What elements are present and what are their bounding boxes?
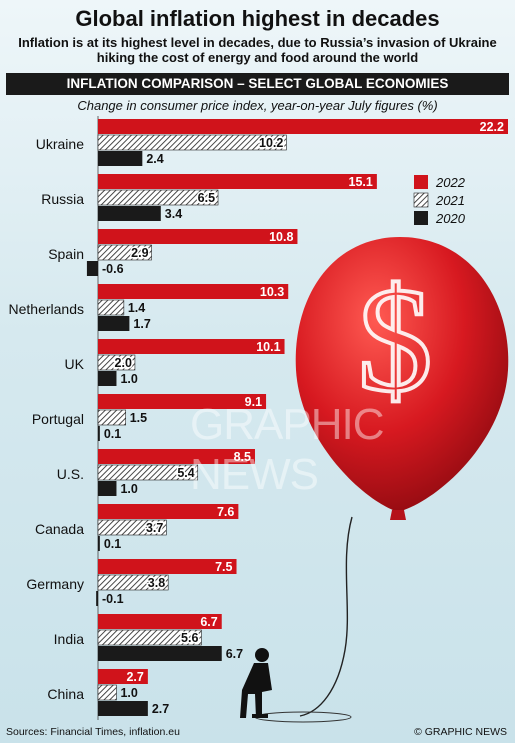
value-label: 10.1 [256,340,280,354]
value-label: 1.5 [130,411,147,425]
legend-swatch-2022 [414,175,428,189]
value-label: 1.0 [120,482,137,496]
bar-2020 [98,481,117,496]
bar-2020 [96,591,98,606]
bar-2022 [98,119,508,134]
bar-2021 [97,354,136,371]
bar-2021 [97,684,117,701]
watermark: GRAPHIC NEWS [190,400,384,499]
header: Global inflation highest in decades Infl… [0,0,515,65]
category-label: China [47,686,84,702]
value-label: 0.1 [104,537,121,551]
value-label: 0.1 [104,427,121,441]
credit-note: © GRAPHIC NEWS [414,726,507,738]
balloon-illustration: $ [240,237,509,723]
bar-2022 [98,339,285,354]
value-label: 2.7 [126,670,143,684]
sources-note: Sources: Financial Times, inflation.eu [6,726,180,738]
value-label: 22.2 [480,120,504,134]
bar-2022 [98,229,298,244]
value-label: 1.4 [128,301,145,315]
value-label: 2.7 [152,702,169,716]
bar-2021 [97,464,199,481]
legend-label: 2021 [435,193,465,208]
value-label: 8.5 [234,450,251,464]
legend-label: 2022 [435,175,466,190]
bar-2022 [98,559,237,574]
bar-2020 [98,151,143,166]
value-label: 2.4 [146,152,163,166]
bar-2021 [97,629,202,646]
bar-2021 [97,189,219,206]
value-label: 6.5 [198,191,215,205]
value-label: 10.8 [269,230,293,244]
bar-2022 [98,504,239,519]
value-label: 1.7 [133,317,150,331]
legend-swatch-2020 [414,211,428,225]
category-label: Ukraine [36,136,84,152]
value-label: 6.7 [226,647,243,661]
legend-swatch-2021 [413,192,429,208]
bar-2021 [97,299,125,316]
bar-2021 [97,519,167,536]
value-label: 6.7 [200,615,217,629]
bar-2020 [98,316,130,331]
section-title: INFLATION COMPARISON – SELECT GLOBAL ECO… [6,73,509,95]
bar-2022 [98,284,289,299]
bar-2020 [98,371,117,386]
bar-2020 [98,206,161,221]
value-label: 7.6 [217,505,234,519]
bar-2020 [98,536,100,551]
value-label: 15.1 [349,175,373,189]
category-label: India [54,631,85,647]
bar-2021 [97,244,152,261]
value-label: 1.0 [120,686,137,700]
bar-2021 [97,409,127,426]
value-label: 3.4 [165,207,182,221]
bar-2020 [86,261,98,276]
value-label: 5.4 [177,466,194,480]
page-title: Global inflation highest in decades [75,6,440,31]
value-label: 2.9 [131,246,148,260]
value-label: -0.6 [102,262,124,276]
bar-2022 [98,669,148,684]
dollar-sign-icon: $ [358,257,433,423]
category-label: Russia [41,191,84,207]
bar-2022 [98,394,267,409]
category-label: Portugal [32,411,84,427]
legend: 2022 2021 2020 [413,175,466,226]
category-label: Spain [48,246,84,262]
value-label: 3.7 [146,521,163,535]
bar-2020 [98,701,148,716]
legend-label: 2020 [435,211,466,226]
page-subtitle: Inflation is at its highest level in dec… [18,35,497,65]
chart-subtitle: Change in consumer price index, year-on-… [77,98,438,113]
value-label: 5.6 [181,631,198,645]
value-label: 1.0 [120,372,137,386]
category-label: Canada [35,521,84,537]
category-label: UK [65,356,85,372]
value-label: 9.1 [245,395,262,409]
category-label: Netherlands [9,301,85,317]
value-label: 3.8 [148,576,165,590]
category-label: U.S. [57,466,84,482]
value-label: -0.1 [102,592,124,606]
value-label: 10.2 [259,136,283,150]
bar-2020 [98,646,222,661]
bar-2020 [98,426,100,441]
value-label: 7.5 [215,560,232,574]
value-label: 10.3 [260,285,284,299]
bars: Ukraine 22.2 10.2 2.4 Russia 15.1 6.5 3.4 Spain 1… [9,116,508,720]
person-pump-icon [240,648,272,718]
bar-2021 [97,134,287,151]
bar-2022 [98,449,255,464]
value-label: 2.0 [115,356,132,370]
category-label: Germany [26,576,84,592]
bar-2021 [97,574,169,591]
bar-2022 [98,614,222,629]
bar-2022 [98,174,377,189]
